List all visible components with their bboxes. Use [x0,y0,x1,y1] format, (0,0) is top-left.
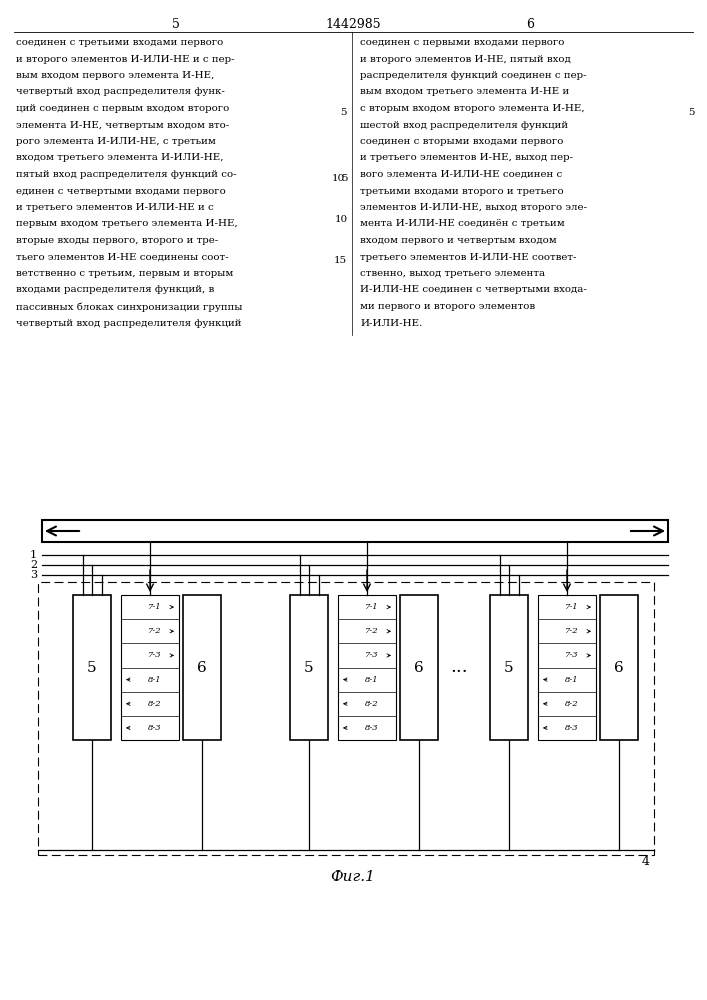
Text: 8-1: 8-1 [365,676,378,684]
Text: третьими входами второго и третьего: третьими входами второго и третьего [360,186,563,196]
Text: 5: 5 [87,660,97,674]
Text: 7-1: 7-1 [148,603,161,611]
Bar [338,595,396,740]
Text: четвертый вход распределителя функ-: четвертый вход распределителя функ- [16,88,225,97]
Text: и второго элементов И-ИЛИ-НЕ и с пер-: и второго элементов И-ИЛИ-НЕ и с пер- [16,54,235,64]
Text: 7-1: 7-1 [365,603,378,611]
Text: входом первого и четвертым входом: входом первого и четвертым входом [360,236,556,245]
Text: 1442985: 1442985 [325,18,381,31]
Text: 5: 5 [689,108,695,117]
Text: 5: 5 [304,660,314,674]
Text: 7-2: 7-2 [365,627,378,635]
Text: соединен с первыми входами первого: соединен с первыми входами первого [360,38,564,47]
Text: вым входом третьего элемента И-НЕ и: вым входом третьего элемента И-НЕ и [360,88,569,97]
Text: 10: 10 [335,215,348,224]
Text: третьего элементов И-ИЛИ-НЕ соответ-: третьего элементов И-ИЛИ-НЕ соответ- [360,252,576,261]
Text: пассивных блоках синхронизации группы: пассивных блоках синхронизации группы [16,302,243,312]
Text: 8-2: 8-2 [565,700,578,708]
Bar [38,582,654,855]
Bar [538,595,596,740]
Text: соединен с вторыми входами первого: соединен с вторыми входами первого [360,137,563,146]
Text: 8-1: 8-1 [565,676,578,684]
Text: 8-3: 8-3 [565,724,578,732]
Text: 10: 10 [332,174,345,183]
Text: 7-3: 7-3 [365,651,378,659]
Text: элемента И-НЕ, четвертым входом вто-: элемента И-НЕ, четвертым входом вто- [16,120,229,129]
Text: шестой вход распределителя функций: шестой вход распределителя функций [360,120,568,129]
Text: ...: ... [450,658,467,676]
Bar [73,595,111,740]
Text: первым входом третьего элемента И-НЕ,: первым входом третьего элемента И-НЕ, [16,220,238,229]
Text: ственно, выход третьего элемента: ственно, выход третьего элемента [360,269,545,278]
Text: 6: 6 [197,660,207,674]
Bar [42,520,668,542]
Bar [490,595,528,740]
Text: 6: 6 [614,660,624,674]
Text: 4: 4 [642,855,650,868]
Text: 7-2: 7-2 [148,627,161,635]
Text: ций соединен с первым входом второго: ций соединен с первым входом второго [16,104,229,113]
Text: 1: 1 [30,550,37,560]
Text: и второго элементов И-НЕ, пятый вход: и второго элементов И-НЕ, пятый вход [360,54,571,64]
Text: 7-3: 7-3 [148,651,161,659]
Text: вторые входы первого, второго и тре-: вторые входы первого, второго и тре- [16,236,218,245]
Text: 8-2: 8-2 [365,700,378,708]
Text: рого элемента И-ИЛИ-НЕ, с третьим: рого элемента И-ИЛИ-НЕ, с третьим [16,137,216,146]
Text: четвертый вход распределителя функций: четвертый вход распределителя функций [16,318,242,328]
Text: 8-2: 8-2 [148,700,161,708]
Text: и третьего элементов И-ИЛИ-НЕ и с: и третьего элементов И-ИЛИ-НЕ и с [16,203,214,212]
Text: соединен с третьими входами первого: соединен с третьими входами первого [16,38,223,47]
Text: 5: 5 [172,18,180,31]
Text: элементов И-ИЛИ-НЕ, выход второго эле-: элементов И-ИЛИ-НЕ, выход второго эле- [360,203,587,212]
Text: 15: 15 [334,256,347,265]
Text: и третьего элементов И-НЕ, выход пер-: и третьего элементов И-НЕ, выход пер- [360,153,573,162]
Text: И-ИЛИ-НЕ соединен с четвертыми входа-: И-ИЛИ-НЕ соединен с четвертыми входа- [360,286,587,294]
Text: 8-3: 8-3 [148,724,161,732]
Text: вым входом первого элемента И-НЕ,: вым входом первого элемента И-НЕ, [16,71,214,80]
Text: Фиг.1: Фиг.1 [331,870,375,884]
Text: распределителя функций соединен с пер-: распределителя функций соединен с пер- [360,71,587,80]
Text: 5: 5 [341,108,347,117]
Text: вого элемента И-ИЛИ-НЕ соединен с: вого элемента И-ИЛИ-НЕ соединен с [360,170,562,179]
Bar [290,595,328,740]
Text: 5: 5 [504,660,514,674]
Text: входами распределителя функций, в: входами распределителя функций, в [16,286,214,294]
Text: 8-1: 8-1 [148,676,161,684]
Text: мента И-ИЛИ-НЕ соединён с третьим: мента И-ИЛИ-НЕ соединён с третьим [360,220,565,229]
Text: 8-3: 8-3 [365,724,378,732]
Text: 7-2: 7-2 [565,627,578,635]
Text: И-ИЛИ-НЕ.: И-ИЛИ-НЕ. [360,318,422,328]
Text: 3: 3 [30,570,37,580]
Text: 7-3: 7-3 [565,651,578,659]
Bar [600,595,638,740]
Text: 5: 5 [341,174,348,183]
Text: 6: 6 [414,660,424,674]
Text: ми первого и второго элементов: ми первого и второго элементов [360,302,535,311]
Bar [400,595,438,740]
Text: 2: 2 [30,560,37,570]
Text: входом третьего элемента И-ИЛИ-НЕ,: входом третьего элемента И-ИЛИ-НЕ, [16,153,223,162]
Bar [121,595,179,740]
Text: тьего элементов И-НЕ соединены соот-: тьего элементов И-НЕ соединены соот- [16,252,228,261]
Bar [183,595,221,740]
Text: с вторым входом второго элемента И-НЕ,: с вторым входом второго элемента И-НЕ, [360,104,585,113]
Text: 6: 6 [526,18,534,31]
Text: пятый вход распределителя функций со-: пятый вход распределителя функций со- [16,170,237,179]
Text: единен с четвертыми входами первого: единен с четвертыми входами первого [16,186,226,196]
Text: ветственно с третьим, первым и вторым: ветственно с третьим, первым и вторым [16,269,233,278]
Text: 7-1: 7-1 [565,603,578,611]
